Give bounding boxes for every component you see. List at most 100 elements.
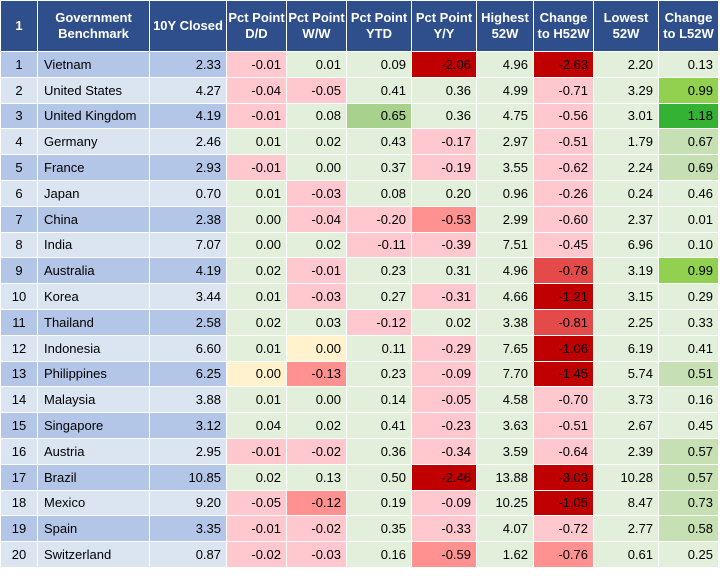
- country-name: Korea: [37, 283, 150, 310]
- cell-10y-closed: 2.33: [149, 51, 227, 78]
- header-10y-closed[interactable]: 10Y Closed: [149, 0, 227, 52]
- header-change-l52w[interactable]: Change to L52W: [658, 0, 719, 52]
- cell-10y-closed: 3.12: [149, 412, 227, 439]
- cell-pct-ww: 0.02: [286, 128, 347, 156]
- cell-pct-ytd: -0.11: [346, 231, 412, 259]
- cell-highest-52w: 4.75: [476, 102, 534, 130]
- cell-pct-ww: -0.03: [286, 541, 347, 568]
- cell-pct-ww: -0.03: [286, 179, 347, 207]
- cell-pct-ytd: 0.37: [346, 154, 412, 181]
- cell-pct-dd: 0.00: [226, 360, 287, 388]
- header-benchmark[interactable]: Government Benchmark: [37, 0, 150, 52]
- cell-change-h52w: -0.51: [533, 412, 594, 439]
- cell-change-l52w: 0.29: [658, 283, 719, 310]
- cell-10y-closed: 2.93: [149, 154, 227, 181]
- table-row: 10 Korea 3.44 0.01 -0.03 0.27 -0.31 4.66 -1.21 3.…: [0, 283, 719, 310]
- table-row: 3 United Kingdom 4.19 -0.01 0.08 0.65 0.36 4.75…: [0, 102, 719, 130]
- header-pct-ytd[interactable]: Pct Point YTD: [346, 0, 412, 52]
- cell-change-h52w: -0.72: [533, 515, 594, 543]
- cell-change-l52w: 0.25: [658, 541, 719, 568]
- cell-lowest-52w: 2.37: [593, 205, 659, 233]
- table-row: 20 Switzerland 0.87 -0.02 -0.03 0.16 -0.59 1.62…: [0, 541, 719, 568]
- cell-change-l52w: 0.57: [658, 463, 719, 491]
- cell-lowest-52w: 2.20: [593, 51, 659, 78]
- cell-pct-yy: 0.20: [411, 179, 477, 207]
- cell-pct-dd: 0.01: [226, 128, 287, 156]
- cell-pct-yy: 0.36: [411, 76, 477, 104]
- cell-10y-closed: 6.25: [149, 360, 227, 388]
- cell-highest-52w: 7.51: [476, 231, 534, 259]
- cell-highest-52w: 0.96: [476, 179, 534, 207]
- table-row: 5 France 2.93 -0.01 0.00 0.37 -0.19 3.55 -0.62 2.…: [0, 154, 719, 181]
- cell-lowest-52w: 1.79: [593, 128, 659, 156]
- cell-lowest-52w: 3.19: [593, 257, 659, 285]
- header-pct-dd[interactable]: Pct Point D/D: [226, 0, 287, 52]
- table-row: 14 Malaysia 3.88 0.01 0.00 0.14 -0.05 4.58 -0.70…: [0, 386, 719, 414]
- cell-pct-yy: -0.17: [411, 128, 477, 156]
- header-highest-52w[interactable]: Highest 52W: [476, 0, 534, 52]
- cell-highest-52w: 10.25: [476, 489, 534, 517]
- header-lowest-52w[interactable]: Lowest 52W: [593, 0, 659, 52]
- header-row: 1 Government Benchmark 10Y Closed Pct Po…: [0, 0, 719, 52]
- cell-pct-ww: -0.05: [286, 76, 347, 104]
- cell-lowest-52w: 5.74: [593, 360, 659, 388]
- cell-pct-dd: 0.02: [226, 463, 287, 491]
- row-index: 17: [0, 463, 38, 491]
- cell-change-h52w: -0.70: [533, 386, 594, 414]
- cell-10y-closed: 7.07: [149, 231, 227, 259]
- cell-pct-ytd: 0.65: [346, 102, 412, 130]
- country-name: Philippines: [37, 360, 150, 388]
- row-index: 16: [0, 437, 38, 465]
- cell-pct-ytd: -0.12: [346, 308, 412, 336]
- cell-change-h52w: -0.62: [533, 154, 594, 181]
- cell-pct-yy: -2.06: [411, 51, 477, 78]
- country-name: Germany: [37, 128, 150, 156]
- table-row: 19 Spain 3.35 -0.01 -0.02 0.35 -0.33 4.07 -0.72 2…: [0, 515, 719, 543]
- cell-10y-closed: 3.35: [149, 515, 227, 543]
- cell-lowest-52w: 0.61: [593, 541, 659, 568]
- cell-10y-closed: 3.44: [149, 283, 227, 310]
- header-index[interactable]: 1: [0, 0, 38, 52]
- cell-pct-dd: -0.05: [226, 489, 287, 517]
- row-index: 5: [0, 154, 38, 181]
- country-name: Thailand: [37, 308, 150, 336]
- cell-change-l52w: 0.67: [658, 128, 719, 156]
- row-index: 15: [0, 412, 38, 439]
- cell-lowest-52w: 2.24: [593, 154, 659, 181]
- cell-pct-yy: -0.31: [411, 283, 477, 310]
- cell-highest-52w: 3.38: [476, 308, 534, 336]
- cell-highest-52w: 4.07: [476, 515, 534, 543]
- cell-change-h52w: -1.05: [533, 489, 594, 517]
- cell-lowest-52w: 2.77: [593, 515, 659, 543]
- header-pct-yy[interactable]: Pct Point Y/Y: [411, 0, 477, 52]
- cell-pct-ytd: 0.27: [346, 283, 412, 310]
- cell-highest-52w: 3.55: [476, 154, 534, 181]
- cell-pct-dd: 0.00: [226, 205, 287, 233]
- cell-pct-yy: 0.36: [411, 102, 477, 130]
- cell-pct-dd: -0.01: [226, 515, 287, 543]
- header-pct-ww[interactable]: Pct Point W/W: [286, 0, 347, 52]
- cell-change-l52w: 0.46: [658, 179, 719, 207]
- cell-10y-closed: 9.20: [149, 489, 227, 517]
- country-name: Spain: [37, 515, 150, 543]
- row-index: 20: [0, 541, 38, 568]
- cell-pct-yy: -0.09: [411, 489, 477, 517]
- table-row: 15 Singapore 3.12 0.04 0.02 0.41 -0.23 3.63 -0.5…: [0, 412, 719, 439]
- cell-10y-closed: 3.88: [149, 386, 227, 414]
- cell-highest-52w: 1.62: [476, 541, 534, 568]
- cell-change-l52w: 0.58: [658, 515, 719, 543]
- table-row: 11 Thailand 2.58 0.02 0.03 -0.12 0.02 3.38 -0.81…: [0, 308, 719, 336]
- header-change-h52w[interactable]: Change to H52W: [533, 0, 594, 52]
- cell-pct-ww: 0.13: [286, 463, 347, 491]
- table-row: 4 Germany 2.46 0.01 0.02 0.43 -0.17 2.97 -0.51 1.…: [0, 128, 719, 156]
- cell-pct-ww: -0.03: [286, 283, 347, 310]
- row-index: 18: [0, 489, 38, 517]
- table-row: 18 Mexico 9.20 -0.05 -0.12 0.19 -0.09 10.25 -1.0…: [0, 489, 719, 517]
- cell-pct-ww: 0.08: [286, 102, 347, 130]
- cell-change-h52w: -0.76: [533, 541, 594, 568]
- table-row: 1 Vietnam 2.33 -0.01 0.01 0.09 -2.06 4.96 -2.63 2…: [0, 51, 719, 78]
- cell-pct-yy: -0.29: [411, 334, 477, 362]
- cell-lowest-52w: 0.24: [593, 179, 659, 207]
- cell-pct-ww: -0.04: [286, 205, 347, 233]
